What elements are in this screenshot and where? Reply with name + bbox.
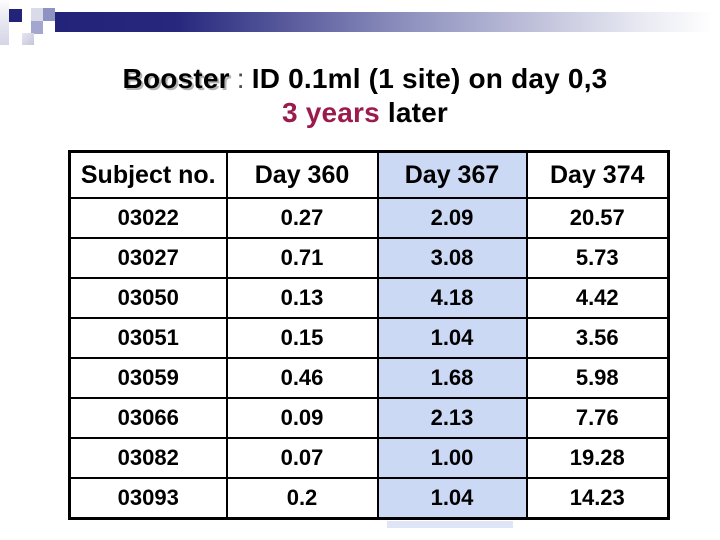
value-cell: 0.13 [225,277,379,319]
title-highlight: 3 years [281,97,380,128]
table-row: 03051 0.15 1.04 3.56 [68,317,670,359]
subject-no-cell: 03066 [68,397,228,439]
value-cell: 1.68 [376,357,528,399]
value-cell: 1.04 [376,477,528,520]
table-row: 03082 0.07 1.00 19.28 [68,437,670,479]
value-cell: 7.76 [525,397,670,439]
value-cell: 0.27 [225,197,379,239]
subject-no-cell: 03022 [68,197,228,239]
value-cell: 4.42 [525,277,670,319]
table-row: 03059 0.46 1.68 5.98 [68,357,670,399]
value-cell: 0.07 [225,437,379,479]
title-line2-rest: later [379,97,449,128]
value-cell: 2.09 [376,197,528,239]
column-header-day-367: Day 367 [376,150,528,199]
title-colon: : [236,63,245,94]
column-header-subject-no: Subject no. [68,150,228,199]
value-cell: 2.13 [376,397,528,439]
value-cell: 19.28 [525,437,670,479]
value-cell: 3.56 [525,317,670,359]
value-cell: 5.98 [525,357,670,399]
table-row: 03050 0.13 4.18 4.42 [68,277,670,319]
deco-square-dark-navy [9,9,22,22]
table-header: Subject no. Day 360 Day 367 Day 374 [68,150,670,199]
value-cell: 5.73 [525,237,670,279]
deco-square-medium [31,21,43,34]
title-emphasis: Booster [122,63,230,94]
value-cell: 0.2 [225,477,379,520]
value-cell: 4.18 [376,277,528,319]
table-row: 03022 0.27 2.09 20.57 [68,197,670,239]
value-cell: 0.46 [225,357,379,399]
subject-no-cell: 03027 [68,237,228,279]
table-row: 03066 0.09 2.13 7.76 [68,397,670,439]
table-body: 03022 0.27 2.09 20.57 03027 0.71 3.08 5.73 03050… [68,197,670,520]
results-table: Subject no. Day 360 Day 367 Day 374 0302… [68,150,670,520]
table-row: 03027 0.71 3.08 5.73 [68,237,670,279]
subject-no-cell: 03051 [68,317,228,359]
table-row: 03093 0.2 1.04 14.23 [68,477,670,520]
deco-square-light [22,33,34,45]
subject-no-cell: 03050 [68,277,228,319]
subject-no-cell: 03093 [68,477,228,520]
column-header-day-374: Day 374 [525,150,670,199]
deco-square-medium-top [43,8,55,21]
slide-title: Booster: ID 0.1ml (1 site) on day 0,3 3 y… [0,62,720,130]
value-cell: 0.15 [225,317,379,359]
deco-gradient-bar [55,12,720,32]
value-cell: 14.23 [525,477,670,520]
subject-no-cell: 03059 [68,357,228,399]
column-header-day-360: Day 360 [225,150,379,199]
title-rest: ID 0.1ml (1 site) on day 0,3 [251,63,608,94]
header-row: Subject no. Day 360 Day 367 Day 374 [68,150,670,199]
value-cell: 1.04 [376,317,528,359]
subject-no-cell: 03082 [68,437,228,479]
results-table-container: Subject no. Day 360 Day 367 Day 374 0302… [68,150,670,520]
highlight-column-shadow [387,521,513,528]
value-cell: 0.71 [225,237,379,279]
title-line-2: 3 years later [0,96,720,130]
title-line-1: Booster: ID 0.1ml (1 site) on day 0,3 [0,62,720,96]
value-cell: 0.09 [225,397,379,439]
deco-square-pale [31,8,43,21]
deco-left-strip [0,0,9,45]
value-cell: 3.08 [376,237,528,279]
value-cell: 20.57 [525,197,670,239]
value-cell: 1.00 [376,437,528,479]
